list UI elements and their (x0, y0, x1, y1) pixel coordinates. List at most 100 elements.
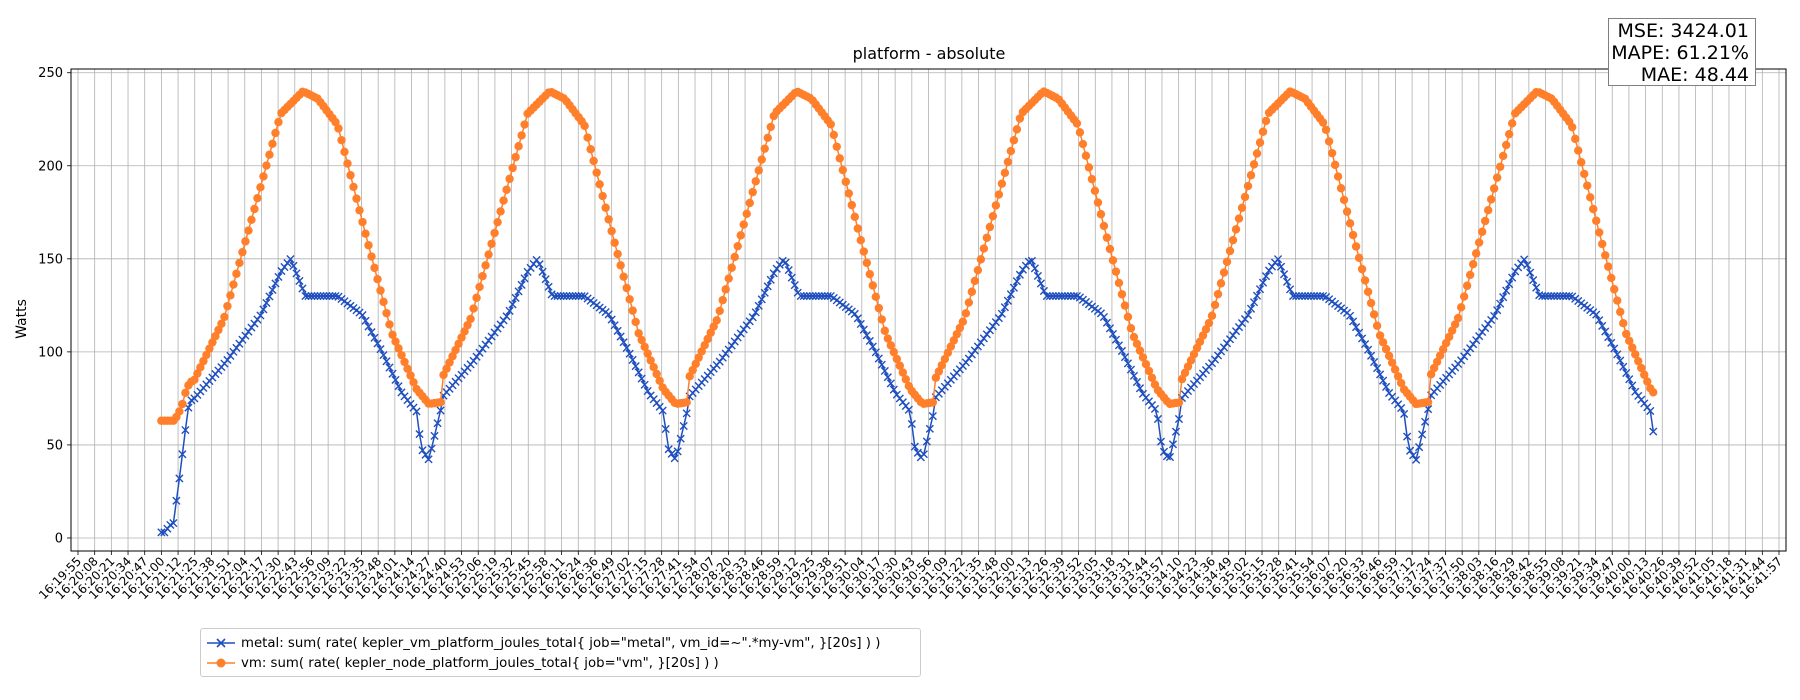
data-point (190, 375, 199, 384)
data-point (1426, 370, 1436, 379)
data-point (964, 298, 974, 307)
data-point (208, 338, 217, 347)
data-point (241, 331, 250, 340)
data-point (928, 412, 937, 421)
data-point (1003, 296, 1012, 305)
data-point (1622, 329, 1631, 339)
data-point (1129, 371, 1139, 380)
data-point (868, 281, 878, 290)
data-point (1042, 291, 1051, 301)
data-point (553, 291, 562, 301)
data-point (259, 172, 268, 181)
data-point (1484, 319, 1493, 329)
data-point (211, 332, 220, 341)
data-point (1345, 219, 1355, 228)
data-point (373, 339, 382, 348)
data-point (862, 258, 871, 268)
y-tick-label: 150 (38, 252, 63, 267)
data-point (715, 306, 724, 316)
data-point (1129, 332, 1139, 342)
data-point (1102, 318, 1112, 327)
data-point (739, 325, 748, 334)
data-point (730, 337, 739, 346)
data-point (493, 324, 502, 333)
data-point (934, 367, 944, 376)
data-point (625, 349, 634, 358)
data-point (1237, 319, 1247, 328)
data-point (766, 122, 775, 132)
data-point (1093, 198, 1103, 207)
data-point (877, 360, 886, 369)
data-point (472, 293, 481, 302)
data-point (1550, 291, 1559, 301)
data-point (1228, 235, 1238, 245)
data-point (739, 220, 748, 229)
data-point (562, 291, 571, 301)
data-point (1583, 181, 1592, 190)
data-point (508, 300, 517, 309)
data-point (1240, 192, 1250, 202)
data-point (352, 194, 361, 203)
data-point (1607, 338, 1616, 347)
data-point (1400, 409, 1409, 419)
data-point (1490, 311, 1499, 321)
data-point (511, 293, 520, 302)
data-point (235, 258, 244, 268)
data-point (1625, 375, 1634, 384)
data-point (1565, 291, 1574, 301)
data-point (418, 446, 427, 455)
data-point (481, 261, 490, 270)
data-point (157, 528, 166, 537)
data-point (1294, 291, 1304, 301)
data-point (757, 155, 766, 164)
data-point (1438, 345, 1448, 354)
data-point (985, 222, 995, 232)
data-point (394, 382, 403, 391)
data-point (268, 285, 277, 295)
data-point (181, 425, 190, 435)
data-point (1505, 280, 1514, 289)
data-point (616, 332, 625, 341)
data-point (1472, 336, 1481, 345)
data-point (805, 291, 814, 301)
data-point (1234, 214, 1244, 223)
data-point (505, 174, 514, 184)
legend-swatch-metal (207, 638, 235, 648)
data-point (1099, 312, 1109, 322)
data-point (250, 319, 259, 328)
data-point (478, 344, 487, 353)
data-point (361, 229, 370, 238)
data-point (1598, 239, 1607, 249)
data-point (631, 317, 640, 327)
data-point (1643, 377, 1652, 386)
data-point (1231, 327, 1241, 336)
data-point (1312, 291, 1322, 301)
data-point (1012, 277, 1021, 286)
data-point (685, 372, 694, 381)
mse-value: MSE: 3424.01 (1617, 20, 1749, 42)
data-point (1117, 290, 1127, 299)
data-point (490, 228, 499, 238)
data-point (1592, 216, 1601, 225)
data-point (1063, 291, 1073, 301)
legend-item-vm: vm: sum( rate( kepler_node_platform_joul… (207, 653, 719, 673)
data-point (787, 273, 796, 282)
data-point (1406, 446, 1415, 455)
data-point (871, 348, 880, 357)
data-point (781, 258, 790, 267)
data-point (1625, 336, 1634, 346)
data-point (205, 344, 214, 353)
data-point (1370, 357, 1379, 367)
data-point (1354, 328, 1364, 337)
data-point (634, 329, 643, 338)
data-point (1412, 455, 1421, 464)
data-point (1072, 119, 1082, 128)
data-point (538, 267, 547, 276)
data-point (226, 291, 235, 300)
data-point (1526, 268, 1535, 277)
data-point (745, 198, 754, 208)
data-point (913, 448, 922, 457)
data-point (1568, 122, 1577, 132)
data-point (358, 311, 367, 320)
data-point (385, 320, 394, 329)
